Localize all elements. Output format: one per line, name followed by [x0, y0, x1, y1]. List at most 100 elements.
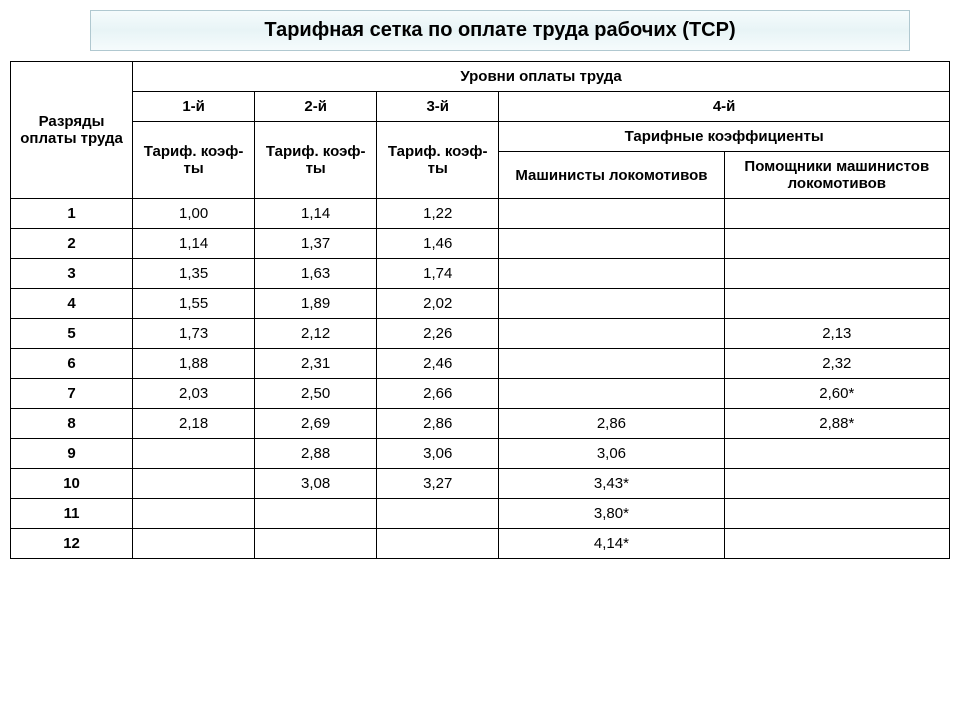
header-level-2: 2-й [255, 92, 377, 122]
value-cell [377, 529, 499, 559]
grade-cell: 9 [11, 439, 133, 469]
table-row: 21,141,371,46 [11, 229, 950, 259]
table-row: 61,882,312,46 2,32 [11, 349, 950, 379]
value-cell: 1,22 [377, 199, 499, 229]
value-cell: 2,60* [724, 379, 949, 409]
header-level-4: 4-й [499, 92, 950, 122]
value-cell: 2,86 [377, 409, 499, 439]
grade-cell: 7 [11, 379, 133, 409]
value-cell: 2,13 [724, 319, 949, 349]
value-cell: 3,06 [499, 439, 724, 469]
value-cell: 1,55 [133, 289, 255, 319]
header-tk-1: Тариф. коэф-ты [133, 122, 255, 199]
table-row: 72,032,502,66 2,60* [11, 379, 950, 409]
header-machinists: Машинисты локомотивов [499, 152, 724, 199]
value-cell: 4,14* [499, 529, 724, 559]
value-cell [499, 259, 724, 289]
value-cell [377, 499, 499, 529]
header-levels: Уровни оплаты труда [133, 62, 950, 92]
value-cell: 2,50 [255, 379, 377, 409]
value-cell [724, 199, 949, 229]
value-cell: 2,86 [499, 409, 724, 439]
tariff-table: Разряды оплаты труда Уровни оплаты труда… [10, 61, 950, 559]
table-row: 11,001,141,22 [11, 199, 950, 229]
header-row-2: 1-й 2-й 3-й 4-й [11, 92, 950, 122]
value-cell [255, 499, 377, 529]
grade-cell: 12 [11, 529, 133, 559]
value-cell [724, 439, 949, 469]
value-cell [499, 319, 724, 349]
header-level-1: 1-й [133, 92, 255, 122]
grade-cell: 3 [11, 259, 133, 289]
value-cell [724, 469, 949, 499]
grade-cell: 10 [11, 469, 133, 499]
value-cell: 2,18 [133, 409, 255, 439]
header-row-3: Тариф. коэф-ты Тариф. коэф-ты Тариф. коэ… [11, 122, 950, 152]
grade-cell: 4 [11, 289, 133, 319]
grade-cell: 8 [11, 409, 133, 439]
table-row: 12 4,14* [11, 529, 950, 559]
value-cell: 1,74 [377, 259, 499, 289]
value-cell: 1,00 [133, 199, 255, 229]
value-cell: 2,12 [255, 319, 377, 349]
value-cell [724, 229, 949, 259]
value-cell [724, 499, 949, 529]
value-cell [255, 529, 377, 559]
value-cell: 1,14 [133, 229, 255, 259]
value-cell [133, 439, 255, 469]
table-body: 11,001,141,2221,141,371,4631,351,631,744… [11, 199, 950, 559]
header-tk-2: Тариф. коэф-ты [255, 122, 377, 199]
table-row: 11 3,80* [11, 499, 950, 529]
value-cell: 3,06 [377, 439, 499, 469]
value-cell [499, 349, 724, 379]
value-cell: 2,02 [377, 289, 499, 319]
grade-cell: 1 [11, 199, 133, 229]
value-cell: 2,26 [377, 319, 499, 349]
header-assistants: Помощники машинистов локомотивов [724, 152, 949, 199]
value-cell: 3,27 [377, 469, 499, 499]
value-cell [724, 529, 949, 559]
table-row: 92,883,063,06 [11, 439, 950, 469]
value-cell [499, 229, 724, 259]
page-title: Тарифная сетка по оплате труда рабочих (… [90, 10, 910, 51]
header-row-1: Разряды оплаты труда Уровни оплаты труда [11, 62, 950, 92]
value-cell [499, 289, 724, 319]
value-cell: 2,88 [255, 439, 377, 469]
header-grades: Разряды оплаты труда [11, 62, 133, 199]
grade-cell: 6 [11, 349, 133, 379]
header-level-3: 3-й [377, 92, 499, 122]
value-cell: 1,88 [133, 349, 255, 379]
value-cell [133, 499, 255, 529]
value-cell: 3,80* [499, 499, 724, 529]
value-cell: 1,73 [133, 319, 255, 349]
table-row: 10 3,083,273,43* [11, 469, 950, 499]
table-row: 82,182,692,862,862,88* [11, 409, 950, 439]
header-tk-3: Тариф. коэф-ты [377, 122, 499, 199]
value-cell: 1,35 [133, 259, 255, 289]
value-cell [724, 259, 949, 289]
value-cell [133, 469, 255, 499]
value-cell: 1,14 [255, 199, 377, 229]
value-cell: 2,66 [377, 379, 499, 409]
value-cell: 1,37 [255, 229, 377, 259]
value-cell: 2,46 [377, 349, 499, 379]
value-cell: 2,69 [255, 409, 377, 439]
value-cell: 1,63 [255, 259, 377, 289]
header-tk-full: Тарифные коэффициенты [499, 122, 950, 152]
grade-cell: 5 [11, 319, 133, 349]
table-row: 31,351,631,74 [11, 259, 950, 289]
value-cell: 2,32 [724, 349, 949, 379]
table-row: 41,551,892,02 [11, 289, 950, 319]
value-cell: 2,03 [133, 379, 255, 409]
value-cell: 3,08 [255, 469, 377, 499]
value-cell [133, 529, 255, 559]
value-cell: 1,89 [255, 289, 377, 319]
value-cell [724, 289, 949, 319]
value-cell: 3,43* [499, 469, 724, 499]
grade-cell: 11 [11, 499, 133, 529]
value-cell: 1,46 [377, 229, 499, 259]
value-cell [499, 379, 724, 409]
value-cell: 2,31 [255, 349, 377, 379]
value-cell [499, 199, 724, 229]
grade-cell: 2 [11, 229, 133, 259]
